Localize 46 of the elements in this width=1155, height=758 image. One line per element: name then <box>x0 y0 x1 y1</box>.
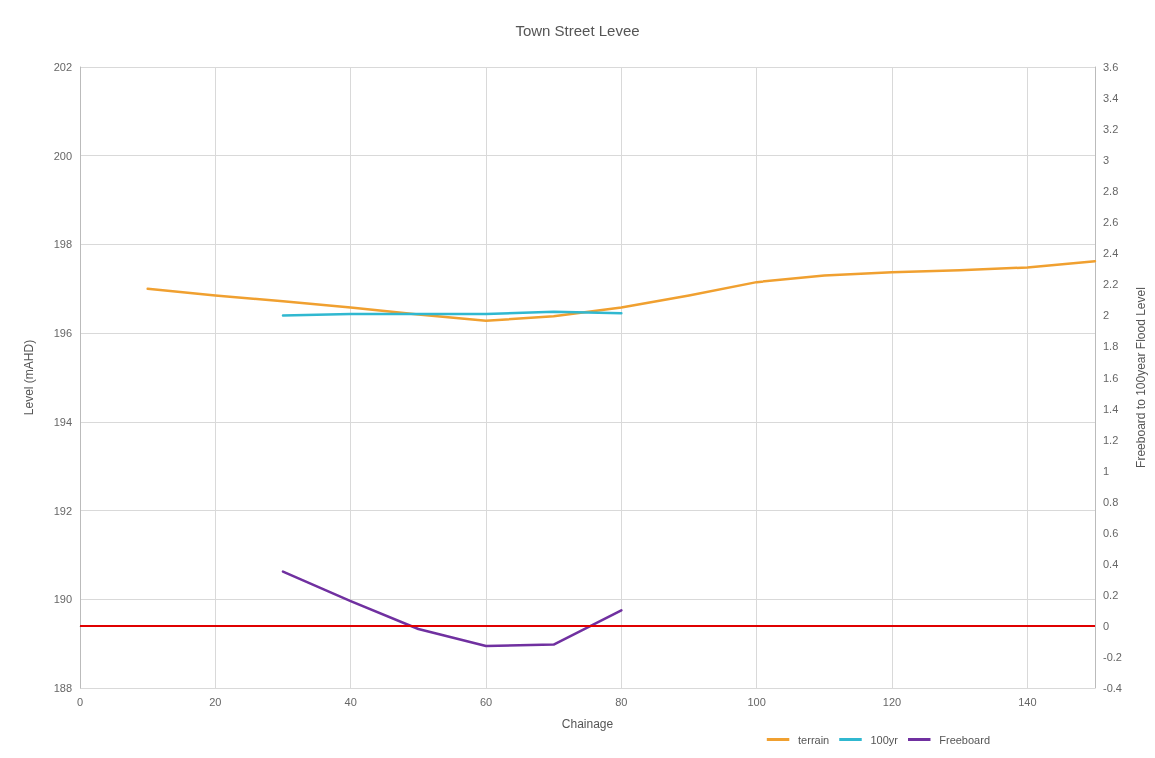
y2-tick-label: 3.4 <box>1103 92 1119 105</box>
legend-label: Freeboard <box>939 733 991 746</box>
y2-tick-label: 1 <box>1103 464 1110 477</box>
line-series <box>281 570 623 648</box>
y2-tick-label: 2.2 <box>1103 278 1119 291</box>
y2-tick-label: 0.2 <box>1103 588 1119 601</box>
y-tick-label: 190 <box>53 593 72 606</box>
y2-axis-title: Freeboard to 100year Flood Level <box>1134 287 1148 468</box>
x-tick-label: 100 <box>747 695 766 708</box>
legend-label: 100yr <box>870 733 899 746</box>
y2-tick-label: 2.4 <box>1103 247 1119 260</box>
y2-tick-label: 3.2 <box>1103 123 1119 136</box>
y2-tick-label: 1.4 <box>1103 402 1119 415</box>
y2-tick-label: -0.4 <box>1103 682 1122 694</box>
x-tick-label: 120 <box>882 695 902 708</box>
x-tick-label: 0 <box>76 695 84 708</box>
y-tick-label: 200 <box>53 149 72 162</box>
line-series <box>146 260 1097 322</box>
y2-tick-label: 0.6 <box>1103 526 1119 539</box>
x-tick-label: 20 <box>209 695 222 708</box>
y-axis-title: Level (mAHD) <box>22 339 36 416</box>
y-tick-label: 202 <box>53 61 72 73</box>
y2-tick-label: 2 <box>1103 309 1110 322</box>
y2-tick-label: 0.8 <box>1103 495 1119 508</box>
legend-label: terrain <box>798 733 830 746</box>
y2-tick-label: 2.8 <box>1103 185 1119 198</box>
y2-tick-label: 1.2 <box>1103 433 1119 446</box>
y2-tick-label: 0 <box>1103 619 1110 632</box>
y-tick-label: 194 <box>53 415 72 428</box>
y-tick-label: 198 <box>53 238 72 251</box>
y2-tick-label: 0.4 <box>1103 557 1119 570</box>
x-tick-label: 40 <box>344 695 357 708</box>
y2-tick-label: -0.2 <box>1103 650 1122 663</box>
y-tick-label: 192 <box>53 504 72 517</box>
y-tick-label: 196 <box>53 327 72 340</box>
y2-tick-label: 1.6 <box>1103 371 1119 384</box>
x-axis-title: Chainage <box>561 717 614 731</box>
y2-tick-label: 3 <box>1103 154 1110 167</box>
x-tick-label: 80 <box>615 695 628 708</box>
x-tick-label: 60 <box>479 695 493 708</box>
y2-tick-label: 1.8 <box>1103 340 1119 353</box>
y2-tick-label: 3.6 <box>1103 61 1119 73</box>
x-tick-label: 140 <box>1018 695 1037 708</box>
y2-tick-label: 2.6 <box>1103 216 1119 229</box>
chart-title: Town Street Levee <box>515 22 640 39</box>
y-tick-label: 188 <box>53 682 72 694</box>
